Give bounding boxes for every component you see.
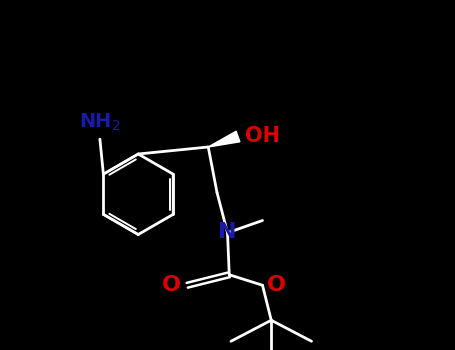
Polygon shape: [208, 131, 240, 147]
Text: NH$_2$: NH$_2$: [79, 112, 121, 133]
Text: O: O: [162, 275, 181, 295]
Text: OH: OH: [245, 126, 280, 146]
Text: N: N: [218, 222, 237, 242]
Text: O: O: [267, 274, 286, 295]
